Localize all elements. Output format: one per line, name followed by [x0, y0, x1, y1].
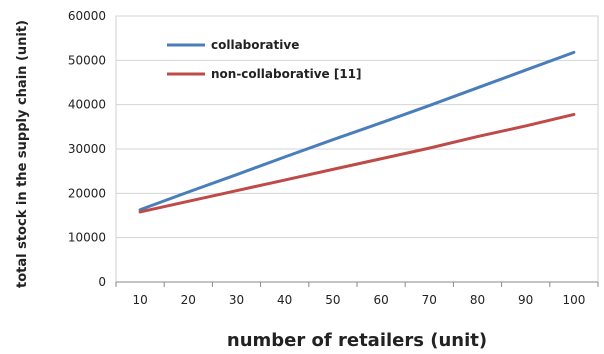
series-line-1	[138, 50, 576, 212]
x-axis-title: number of retailers (unit)	[227, 330, 487, 351]
x-tick-label: 90	[518, 293, 533, 307]
y-tick-label: 40000	[68, 98, 106, 112]
x-tick-label: 80	[470, 293, 485, 307]
legend: collaborative non-collaborative [11]	[167, 38, 362, 81]
x-tick-label: 40	[277, 293, 292, 307]
x-axis-ticks: 10 20 30 40 50 60 70 80 90 100	[132, 293, 585, 307]
series-lines	[138, 50, 576, 214]
y-tick-label: 50000	[68, 53, 106, 67]
gridlines	[116, 15, 598, 239]
y-axis-title: total stock in the supply chain (unit)	[15, 20, 30, 288]
x-tick-label: 70	[422, 293, 437, 307]
y-tick-label: 10000	[68, 231, 106, 245]
x-axis	[115, 281, 599, 287]
y-tick-label: 30000	[68, 142, 106, 156]
series-line-2	[138, 112, 576, 214]
x-tick-label: 10	[132, 293, 147, 307]
y-tick-label: 20000	[68, 186, 106, 200]
legend-label: non-collaborative [11]	[211, 67, 362, 81]
y-axis-ticks: 0 10000 20000 30000 40000 50000 60000	[68, 9, 106, 289]
y-tick-label: 0	[98, 275, 106, 289]
x-tick-label: 60	[373, 293, 388, 307]
x-tick-label: 30	[229, 293, 244, 307]
x-tick-label: 50	[325, 293, 340, 307]
y-tick-label: 60000	[68, 9, 106, 23]
x-tick-label: 20	[181, 293, 196, 307]
legend-label: collaborative	[211, 38, 299, 52]
x-tick-label: 100	[562, 293, 585, 307]
